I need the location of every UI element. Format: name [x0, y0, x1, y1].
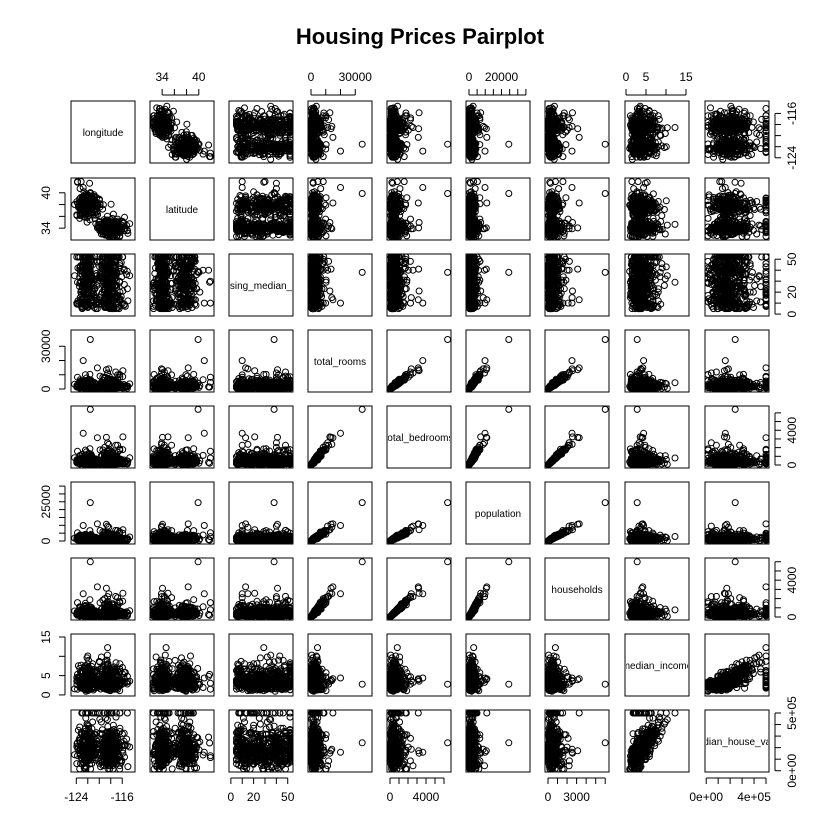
panel-longitude-vs-longitude: longitude	[70, 100, 136, 164]
scatter-point	[671, 124, 679, 131]
scatter-point	[574, 125, 582, 133]
scatter-point	[762, 105, 770, 112]
scatter-point	[206, 149, 214, 157]
scatter-point	[569, 109, 576, 117]
scatter-point	[568, 147, 576, 155]
pairplot-panels: longitudelatitudehousing_median_agetotal…	[70, 100, 770, 773]
panel-longitude-vs-median_house_value	[704, 100, 770, 164]
scatter-point	[562, 141, 570, 149]
panel-longitude-vs-total_bedrooms	[386, 100, 452, 164]
scatter-point	[205, 141, 213, 149]
scatter-point	[183, 120, 191, 128]
scatter-point	[415, 125, 423, 133]
panel-longitude-vs-median_income	[624, 100, 690, 164]
scatter-point	[324, 124, 332, 131]
scatter-point	[505, 140, 513, 148]
panel-latitude-vs-housing_median_age	[228, 177, 294, 241]
variable-label-longitude: longitude	[83, 128, 124, 139]
scatter-point	[337, 147, 344, 155]
panel-longitude-vs-households	[544, 100, 610, 164]
scatter-point	[419, 147, 427, 155]
panel-longitude-vs-total_rooms	[307, 100, 373, 164]
panel-longitude-vs-housing_median_age	[228, 100, 294, 164]
scatter-point	[481, 147, 489, 155]
panel-longitude-vs-population	[465, 100, 531, 164]
scatter-point	[601, 140, 609, 148]
panel-longitude-vs-latitude	[149, 100, 215, 164]
chart-title: Housing Prices Pairplot	[296, 24, 545, 49]
panel-frame	[70, 100, 136, 164]
panel-frame	[149, 100, 215, 164]
scatter-point	[575, 133, 583, 141]
scatter-point	[238, 184, 246, 191]
panel-latitude-vs-longitude	[70, 177, 136, 241]
scatter-point	[107, 200, 115, 208]
scatter-point	[755, 124, 763, 132]
scatter-point	[414, 133, 422, 141]
scatter-point	[762, 112, 770, 119]
scatter-point	[329, 133, 337, 141]
panel-latitude-vs-latitude: latitude	[149, 177, 215, 241]
scatter-point	[444, 140, 452, 148]
variable-label-latitude: latitude	[166, 205, 199, 216]
scatter-point	[415, 109, 423, 117]
scatter-point	[483, 133, 491, 141]
scatter-point	[86, 179, 94, 187]
scatter-point	[358, 140, 366, 148]
scatter-point	[109, 210, 117, 218]
scatter-point	[707, 104, 714, 112]
